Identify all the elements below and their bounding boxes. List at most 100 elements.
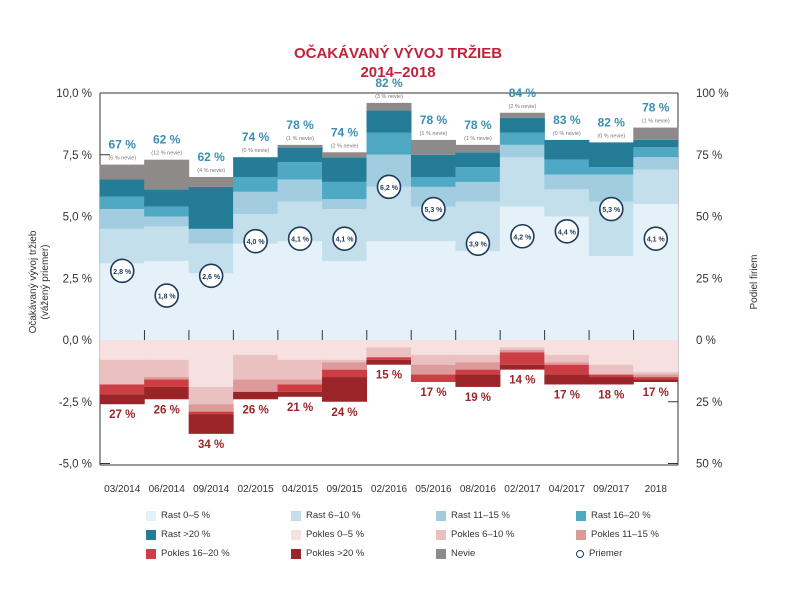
bar-segment (455, 181, 501, 202)
priemer-marker (154, 283, 179, 308)
left-tick-label: 2,5 % (63, 273, 92, 285)
bar-segment (366, 102, 412, 111)
legend-swatch (291, 529, 301, 540)
bar-segment (588, 377, 634, 385)
bar-segment (544, 354, 590, 363)
bar-segment (633, 127, 679, 140)
bar-segment (233, 391, 279, 400)
legend-swatch (436, 529, 446, 540)
bar-segment (144, 226, 190, 261)
bar-segment (633, 379, 679, 382)
right-tick-label: 50 % (696, 459, 722, 471)
bar-segment (277, 359, 323, 380)
legend-item: Nevie (436, 548, 475, 559)
priemer-label: 4,0 % (247, 239, 266, 246)
bar-segment (188, 186, 234, 229)
legend-swatch (436, 548, 446, 559)
bar-segment (277, 179, 323, 202)
legend-swatch (291, 548, 301, 559)
bar-segment (366, 359, 412, 365)
positive-total-label: 84 % (509, 86, 537, 100)
bar-segment (99, 196, 145, 210)
negative-total-label: 27 % (109, 409, 135, 421)
bar-segment (410, 176, 456, 187)
bar-segment (588, 167, 634, 175)
bar-segment (544, 362, 590, 365)
x-tick-label: 04/2017 (549, 484, 586, 495)
legend-label: Nevie (451, 548, 476, 559)
bar-segment (633, 157, 679, 170)
bar-segment (366, 347, 412, 358)
bar-segment (544, 340, 590, 355)
priemer-marker (421, 196, 446, 222)
legend-label: Pokles 6–10 % (451, 529, 515, 540)
bar-segment (99, 340, 145, 360)
bar-segment (322, 181, 368, 200)
nevie-label: (6 % nevie) (108, 156, 136, 162)
legend-swatch (146, 548, 156, 559)
left-tick-label: -2,5 % (59, 397, 92, 409)
bar-segment (633, 372, 679, 375)
positive-total-label: 78 % (642, 101, 670, 115)
priemer-label: 2,6 % (202, 274, 221, 281)
legend-item: Pokles 16–20 % (146, 548, 230, 559)
nevie-label: (4 % nevie) (197, 168, 225, 174)
bar-segment (588, 256, 634, 340)
legend-swatch (576, 529, 586, 540)
x-tick-label: 06/2014 (149, 484, 186, 495)
negative-total-label: 26 % (243, 404, 269, 416)
right-tick-label: 0 % (696, 335, 716, 347)
bar-segment (499, 144, 545, 158)
priemer-marker (243, 228, 268, 254)
priemer-label: 4,1 % (647, 237, 666, 244)
negative-total-label: 18 % (598, 389, 624, 401)
bar-segment (188, 411, 234, 415)
x-tick-label: 02/2016 (371, 484, 408, 495)
bar-segment (366, 110, 412, 133)
bar-segment (144, 359, 190, 378)
bar-segment (366, 241, 412, 340)
negative-total-label: 34 % (198, 439, 224, 451)
priemer-marker (643, 226, 669, 252)
bar-segment (188, 176, 234, 187)
legend-swatch (576, 510, 586, 521)
bar-segment (322, 362, 368, 370)
legend-swatch (436, 510, 446, 521)
positive-total-label: 74 % (242, 130, 270, 144)
bar-segment (410, 374, 456, 382)
bar-segment (277, 162, 323, 180)
legend-label: Pokles >20 % (306, 548, 365, 559)
nevie-label: (2 % nevie) (331, 143, 359, 149)
positive-total-label: 78 % (286, 118, 314, 132)
priemer-label: 2,8 % (113, 269, 132, 276)
legend-label: Pokles 11–15 % (591, 529, 659, 540)
bar-segment (499, 347, 545, 350)
bar-segment (588, 374, 634, 378)
positive-total-label: 62 % (153, 133, 181, 147)
bar-segment (233, 340, 279, 355)
bar-segment (633, 204, 679, 340)
bar-segment (233, 354, 279, 380)
negative-total-label: 17 % (420, 387, 446, 399)
bar-segment (233, 176, 279, 192)
positive-total-label: 82 % (375, 76, 403, 90)
priemer-marker (198, 263, 224, 289)
bar-segment (455, 369, 501, 375)
x-tick-label: 09/2017 (593, 484, 630, 495)
priemer-label: 4,2 % (513, 234, 532, 241)
right-tick-label: 25 % (696, 273, 722, 285)
bar-segment (144, 216, 190, 227)
bar-segment (322, 359, 368, 363)
bar-segment (322, 157, 368, 182)
priemer-marker (287, 226, 313, 252)
left-axis-title: Očakávaný vývoj tržieb (28, 230, 39, 333)
legend-item: Rast >20 % (146, 529, 210, 540)
negative-total-label: 15 % (376, 370, 402, 382)
bar-segment (455, 362, 501, 370)
bar-segment (410, 154, 456, 177)
bar-segment (99, 359, 145, 385)
legend-item: Pokles 0–5 % (291, 529, 364, 540)
bar-segment (455, 340, 501, 355)
positive-total-label: 78 % (420, 113, 448, 127)
bar-segment (410, 364, 456, 375)
